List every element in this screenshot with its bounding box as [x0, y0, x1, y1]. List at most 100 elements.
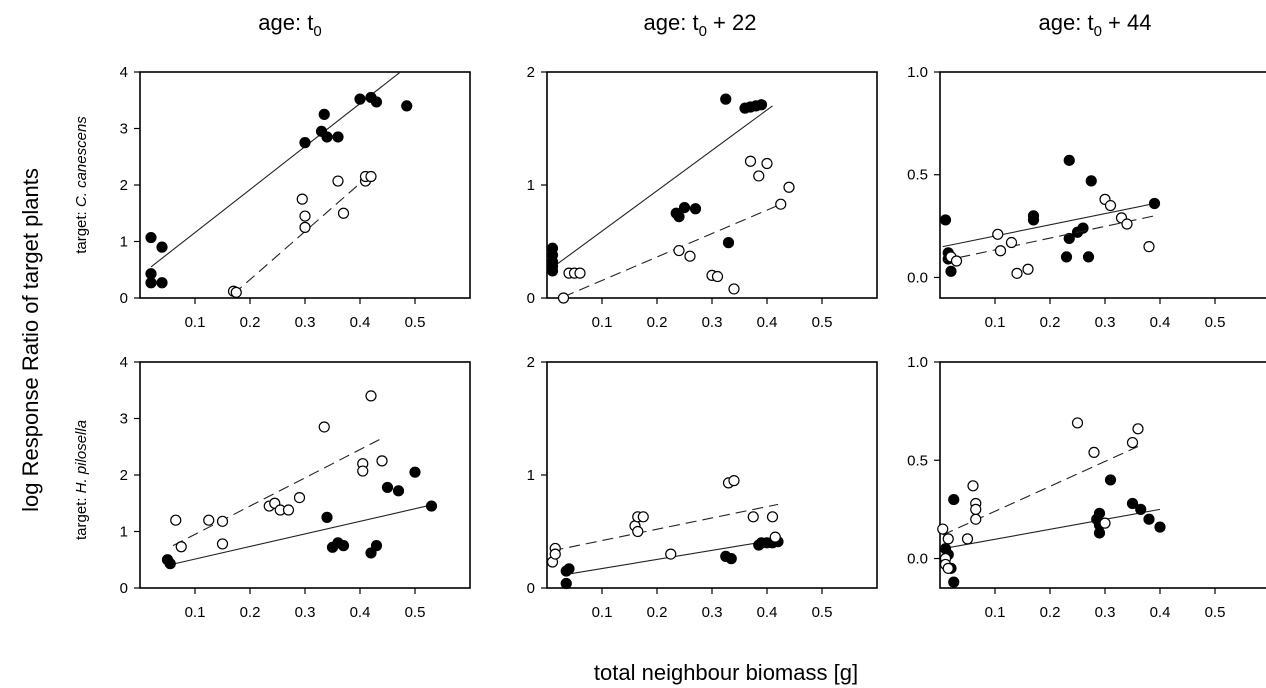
filled-fit-line: [942, 202, 1155, 248]
x-tick-label: 0.4: [350, 604, 371, 621]
x-tick-label: 0.3: [295, 314, 316, 331]
open-point: [299, 210, 311, 222]
open-point: [296, 193, 308, 205]
y-tick-label: 1: [120, 524, 128, 541]
column-title-2: age: t0 + 22: [644, 10, 757, 40]
panel-r2-c2: 0.1 0.2 0.3 0.4 0.5 0 1 2: [527, 354, 878, 621]
filled-point: [145, 231, 157, 244]
x-tick-label: 0.3: [295, 604, 316, 621]
filled-point: [1093, 527, 1106, 539]
filled-point: [945, 265, 957, 277]
open-series: [937, 417, 1144, 574]
open-point: [992, 228, 1004, 240]
x-tick-label: 0.3: [1095, 314, 1116, 331]
filled-point: [725, 553, 737, 565]
filled-point: [1063, 232, 1075, 245]
filled-point: [1154, 521, 1166, 533]
filled-point: [1148, 197, 1161, 210]
open-point: [318, 421, 330, 433]
y-tick-label: 1: [120, 234, 128, 251]
y-tick-label: 0.0: [907, 551, 928, 568]
open-point: [175, 541, 187, 553]
filled-point: [318, 108, 330, 120]
open-point: [1132, 423, 1144, 435]
y-tick-label: 3: [120, 121, 128, 138]
open-point: [337, 207, 350, 219]
filled-point: [1143, 513, 1155, 525]
open-fit-line: [233, 173, 372, 295]
open-point: [1022, 263, 1034, 275]
filled-point: [156, 241, 168, 253]
filled-series: [546, 93, 773, 277]
open-point: [170, 514, 182, 526]
y-tick-label: 3: [120, 411, 128, 428]
open-point: [1099, 517, 1111, 529]
plot-frame: [939, 71, 1266, 299]
filled-fit-line: [167, 504, 432, 566]
x-tick-label: 0.1: [985, 314, 1006, 331]
filled-point: [1135, 503, 1147, 515]
x-tick-label: 0.1: [185, 604, 206, 621]
open-point: [684, 250, 696, 262]
open-fit-line: [172, 437, 383, 547]
filled-point: [678, 202, 691, 214]
y-tick-label: 4: [120, 64, 128, 81]
filled-point: [1082, 251, 1095, 263]
x-tick-label: 0.2: [1040, 314, 1061, 331]
x-tick-label: 0.2: [647, 604, 668, 621]
filled-fit-line: [552, 105, 773, 268]
filled-series: [560, 536, 784, 590]
open-point: [574, 267, 586, 279]
x-tick-label: 0.3: [1095, 604, 1116, 621]
open-point: [1011, 267, 1023, 279]
open-point: [942, 533, 954, 545]
open-point: [994, 245, 1007, 257]
filled-point: [948, 493, 960, 506]
open-point: [747, 511, 759, 523]
open-point: [216, 515, 229, 527]
open-point: [937, 523, 949, 535]
x-tick-label: 0.3: [702, 604, 723, 621]
x-tick-label: 0.1: [592, 314, 613, 331]
open-point: [357, 465, 369, 477]
x-tick-label: 0.1: [985, 604, 1006, 621]
open-point: [961, 533, 974, 545]
filled-point: [321, 131, 333, 143]
panel-r2-c1: 0.1 0.2 0.3 0.4 0.5 0 1 2 3 4: [120, 354, 471, 621]
x-tick-label: 0.4: [757, 314, 778, 331]
open-point: [1071, 417, 1084, 429]
open-point: [230, 286, 242, 298]
plot-frame: [546, 71, 878, 299]
filled-point: [722, 237, 735, 249]
y-tick-label: 2: [120, 177, 128, 194]
filled-point: [1093, 507, 1106, 519]
filled-point: [939, 214, 952, 226]
open-point: [967, 480, 979, 492]
filled-point: [1063, 154, 1075, 166]
x-tick-label: 0.1: [185, 314, 206, 331]
open-point: [673, 244, 685, 257]
filled-point: [1085, 175, 1097, 187]
filled-point: [1104, 474, 1117, 486]
filled-point: [370, 96, 383, 108]
open-point: [711, 270, 724, 283]
open-point: [942, 562, 954, 574]
filled-point: [425, 500, 438, 512]
open-point: [1143, 241, 1155, 253]
open-point: [783, 181, 795, 193]
x-axis-title: total neighbour biomass [g]: [594, 660, 858, 685]
open-point: [203, 514, 215, 526]
open-point: [744, 155, 757, 167]
open-point: [1121, 218, 1133, 230]
x-tick-label: 0.1: [592, 604, 613, 621]
filled-point: [381, 481, 394, 494]
filled-point: [948, 576, 960, 588]
filled-point: [370, 540, 383, 552]
open-point: [728, 475, 740, 487]
filled-point: [156, 277, 168, 289]
filled-point: [337, 540, 350, 552]
x-tick-label: 0.2: [240, 314, 261, 331]
filled-point: [409, 466, 421, 478]
filled-point: [560, 577, 572, 590]
open-point: [775, 198, 787, 210]
